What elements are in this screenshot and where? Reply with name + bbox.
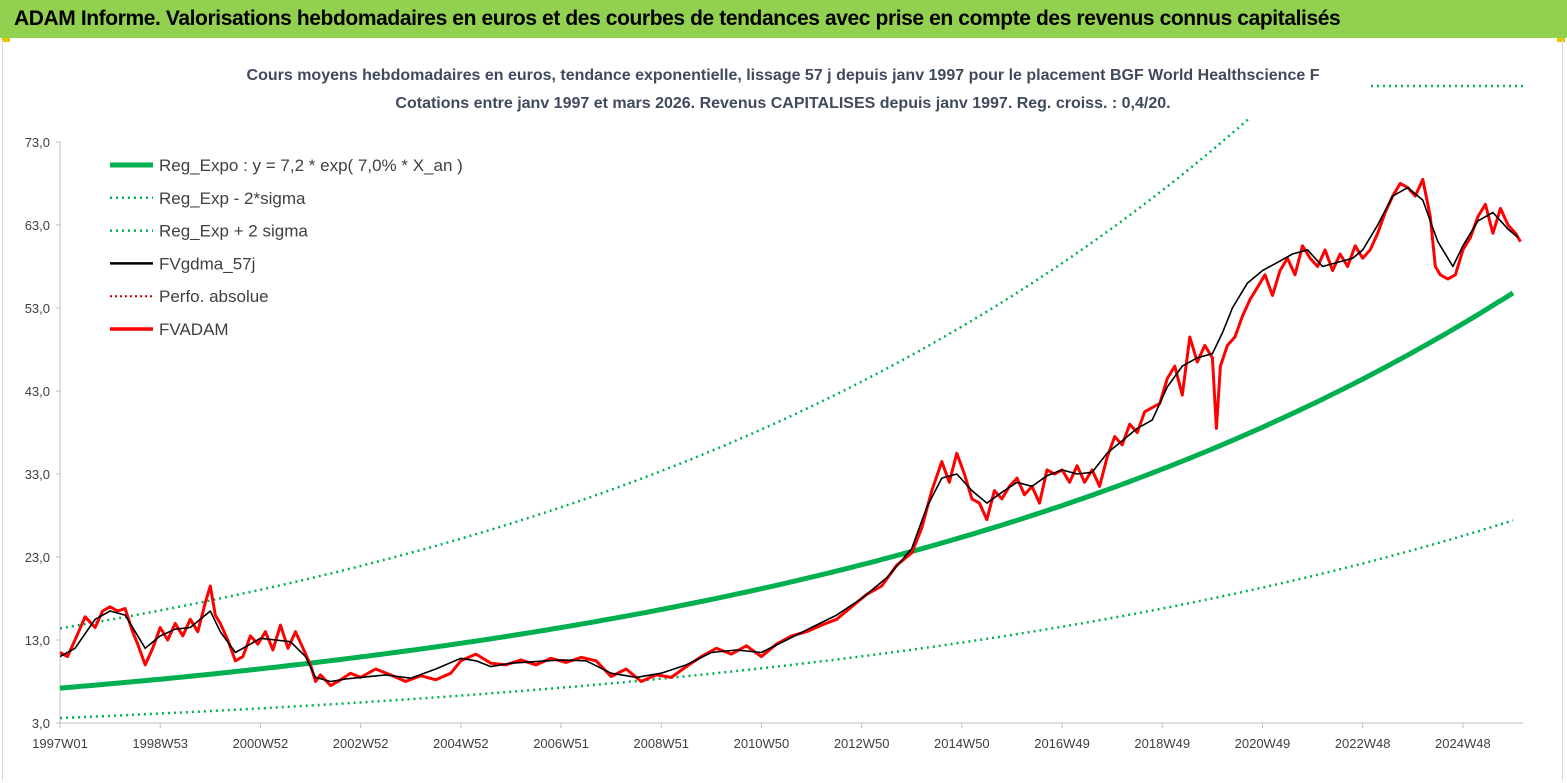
legend-label: FVgdma_57j: [159, 254, 255, 273]
x-tick-label: 2022W48: [1335, 736, 1391, 751]
x-tick-label: 2008W51: [633, 736, 689, 751]
legend-fvgdma-57j: FVgdma_57j: [110, 254, 255, 273]
x-tick-label: 1998W53: [132, 736, 188, 751]
series-reg-exp-plus-2-sigma: [60, 118, 1252, 630]
legend-label: FVADAM: [159, 320, 229, 339]
y-tick-label: 3,0: [32, 716, 50, 731]
legend: Reg_Expo : y = 7,2 * exp( 7,0% * X_an ) R…: [110, 156, 463, 339]
legend-perfo-absolue: Perfo. absolue: [110, 287, 269, 306]
series-layer: [60, 118, 1522, 720]
y-tick-label: 13,0: [25, 633, 50, 648]
x-tick-label: 2012W50: [834, 736, 890, 751]
x-tick-label: 2006W51: [533, 736, 589, 751]
x-tick-label: 2010W50: [734, 736, 790, 751]
x-tick-label: 2014W50: [934, 736, 990, 751]
legend-reg-expo: Reg_Expo : y = 7,2 * exp( 7,0% * X_an ): [110, 156, 463, 175]
x-tick-label: 1997W01: [32, 736, 88, 751]
y-tick-label: 23,0: [25, 550, 50, 565]
y-tick-label: 33,0: [25, 467, 50, 482]
legend-label: Reg_Exp + 2 sigma: [159, 222, 308, 241]
corner-mark-left: [2, 38, 10, 42]
series-fvadam: [60, 177, 1522, 688]
x-tick-label: 2004W52: [433, 736, 489, 751]
corner-mark-right: [1557, 38, 1565, 42]
y-axis: 73,0 63,0 53,0 43,0 33,0 23,0 13,0 3,0: [25, 135, 61, 731]
report-title: ADAM Informe. Valorisations hebdomadaire…: [14, 7, 1341, 30]
y-tick-label: 63,0: [25, 218, 50, 233]
chart-area: Cours moyens hebdomadaires en euros, ten…: [2, 40, 1563, 781]
legend-reg-exp-plus-2sigma: Reg_Exp + 2 sigma: [110, 222, 308, 241]
x-tick-label: 2024W48: [1435, 736, 1491, 751]
series-fvgdma-57j: [60, 186, 1519, 683]
series-reg-exp-minus-2-sigma: [60, 519, 1514, 720]
y-tick-label: 53,0: [25, 301, 50, 316]
legend-label: Perfo. absolue: [159, 287, 269, 306]
x-axis: 1997W01 1998W53 2000W52 2002W52 2004W52 2006W…: [32, 722, 1523, 751]
legend-fvadam: FVADAM: [110, 320, 229, 339]
x-tick-label: 2020W49: [1235, 736, 1291, 751]
legend-label: Reg_Exp - 2*sigma: [159, 189, 306, 208]
x-tick-label: 2000W52: [233, 736, 289, 751]
x-tick-label: 2016W49: [1034, 736, 1090, 751]
x-tick-label: 2002W52: [333, 736, 389, 751]
legend-label: Reg_Expo : y = 7,2 * exp( 7,0% * X_an ): [159, 156, 463, 175]
chart-subtitle: Cotations entre janv 1997 et mars 2026. …: [395, 95, 1170, 112]
y-tick-label: 73,0: [25, 135, 50, 150]
chart-svg: Cours moyens hebdomadaires en euros, ten…: [25, 67, 1523, 751]
series-reg-expo: [60, 290, 1515, 691]
report-header: ADAM Informe. Valorisations hebdomadaire…: [0, 0, 1567, 38]
y-tick-label: 43,0: [25, 384, 50, 399]
legend-reg-exp-minus-2sigma: Reg_Exp - 2*sigma: [110, 189, 306, 208]
x-tick-label: 2018W49: [1134, 736, 1190, 751]
chart-title: Cours moyens hebdomadaires en euros, ten…: [247, 67, 1320, 84]
